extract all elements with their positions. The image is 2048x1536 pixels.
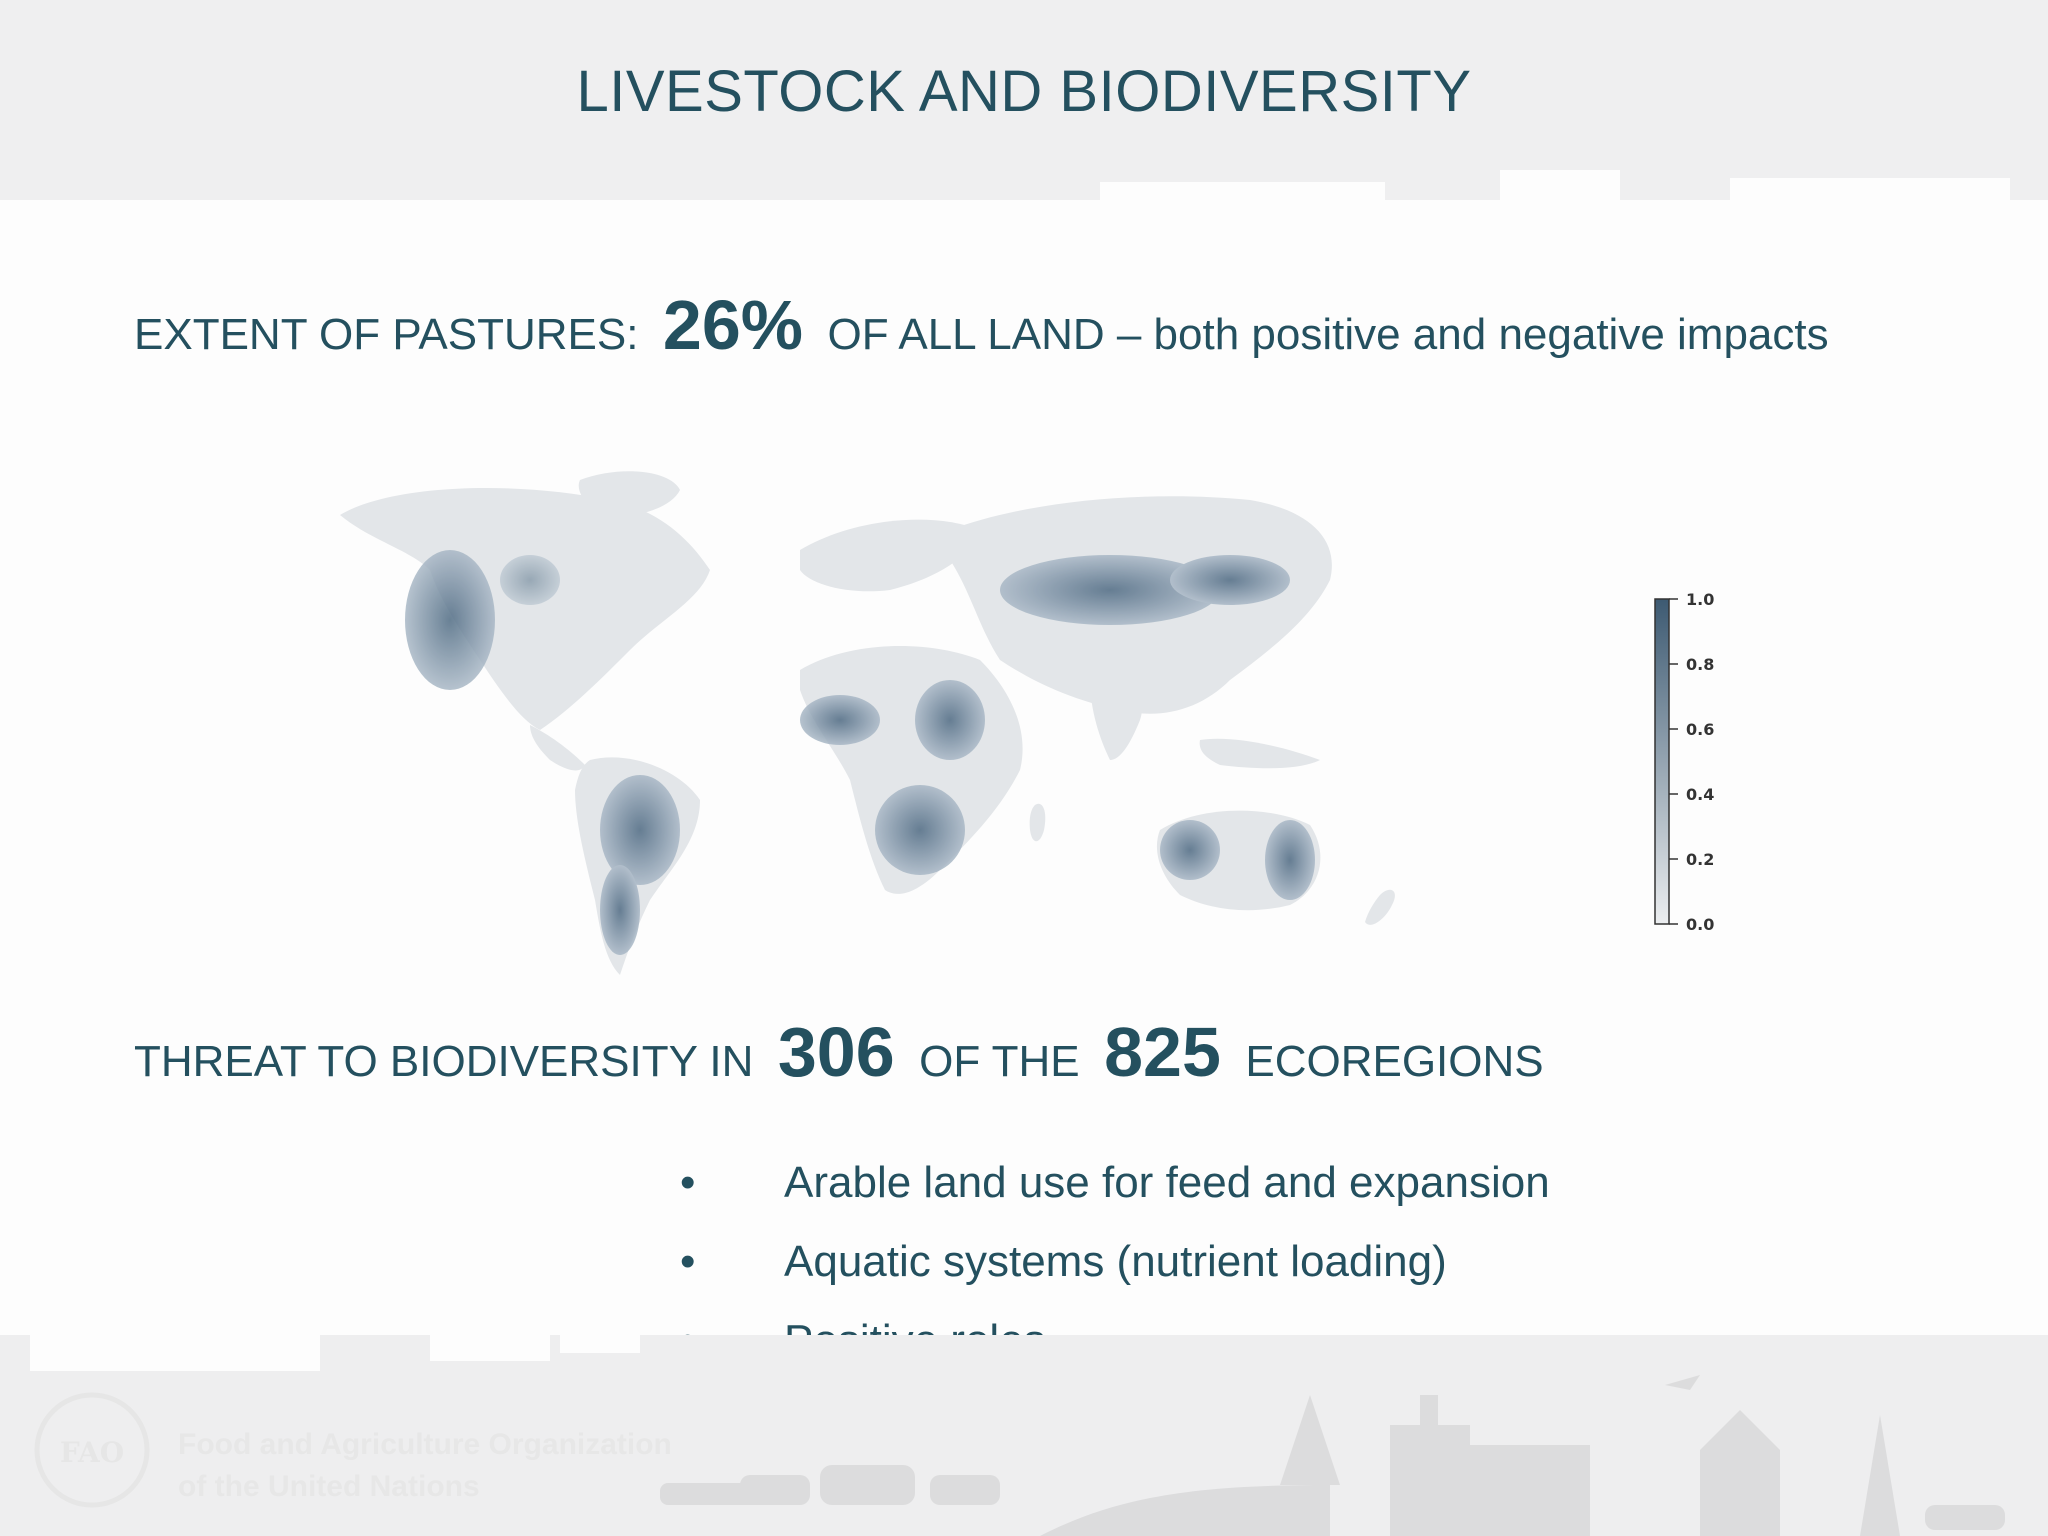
footer-illustration: [660, 1375, 2005, 1536]
bullet-marker: •: [680, 1237, 696, 1286]
world-pasture-map: 1.0 0.8 0.6 0.4 0.2 0.0: [330, 460, 1730, 980]
header-skyline-edge: [0, 170, 2048, 210]
pasture-density: [405, 550, 1315, 955]
threat-prefix: THREAT TO BIODIVERSITY IN: [134, 1037, 754, 1086]
legend-tick-label: 0.4: [1686, 785, 1714, 804]
pastures-prefix: EXTENT OF PASTURES:: [134, 310, 639, 359]
org-name-line2: of the United Nations: [178, 1470, 480, 1503]
legend-tick-label: 0.2: [1686, 850, 1714, 869]
fao-logo: [34, 1392, 150, 1508]
bullet-text: Aquatic systems (nutrient loading): [784, 1237, 1447, 1286]
pastures-suffix: OF ALL LAND – both positive and negative…: [827, 310, 1829, 359]
pastures-value: 26%: [662, 286, 804, 364]
header-band: [0, 0, 2048, 200]
bullet-marker: •: [680, 1158, 696, 1207]
org-name-line1: Food and Agriculture Organization: [178, 1428, 672, 1461]
bullet-text: Arable land use for feed and expansion: [784, 1158, 1550, 1207]
svg-text:FAO: FAO: [60, 1436, 124, 1469]
pastures-statement: EXTENT OF PASTURES: 26% OF ALL LAND – bo…: [134, 285, 1829, 365]
legend-tick-label: 0.0: [1686, 915, 1714, 934]
legend-tick-label: 1.0: [1686, 590, 1714, 609]
legend-tick-label: 0.6: [1686, 720, 1714, 739]
footer-band: [0, 1335, 2048, 1536]
threat-statement: THREAT TO BIODIVERSITY IN 306 OF THE 825…: [134, 1012, 1544, 1092]
colorbar-legend: 1.0 0.8 0.6 0.4 0.2 0.0: [1654, 590, 1714, 934]
fao-logo-letters: FAO: [60, 1436, 124, 1469]
threat-suffix: ECOREGIONS: [1245, 1037, 1544, 1086]
threat-total: 825: [1104, 1013, 1221, 1091]
threat-middle: OF THE: [919, 1037, 1080, 1086]
org-name: Food and Agriculture Organization of the…: [178, 1424, 672, 1508]
threat-count: 306: [777, 1013, 895, 1091]
legend-tick-label: 0.8: [1686, 655, 1714, 674]
slide-title: LIVESTOCK AND BIODIVERSITY: [576, 59, 1472, 124]
